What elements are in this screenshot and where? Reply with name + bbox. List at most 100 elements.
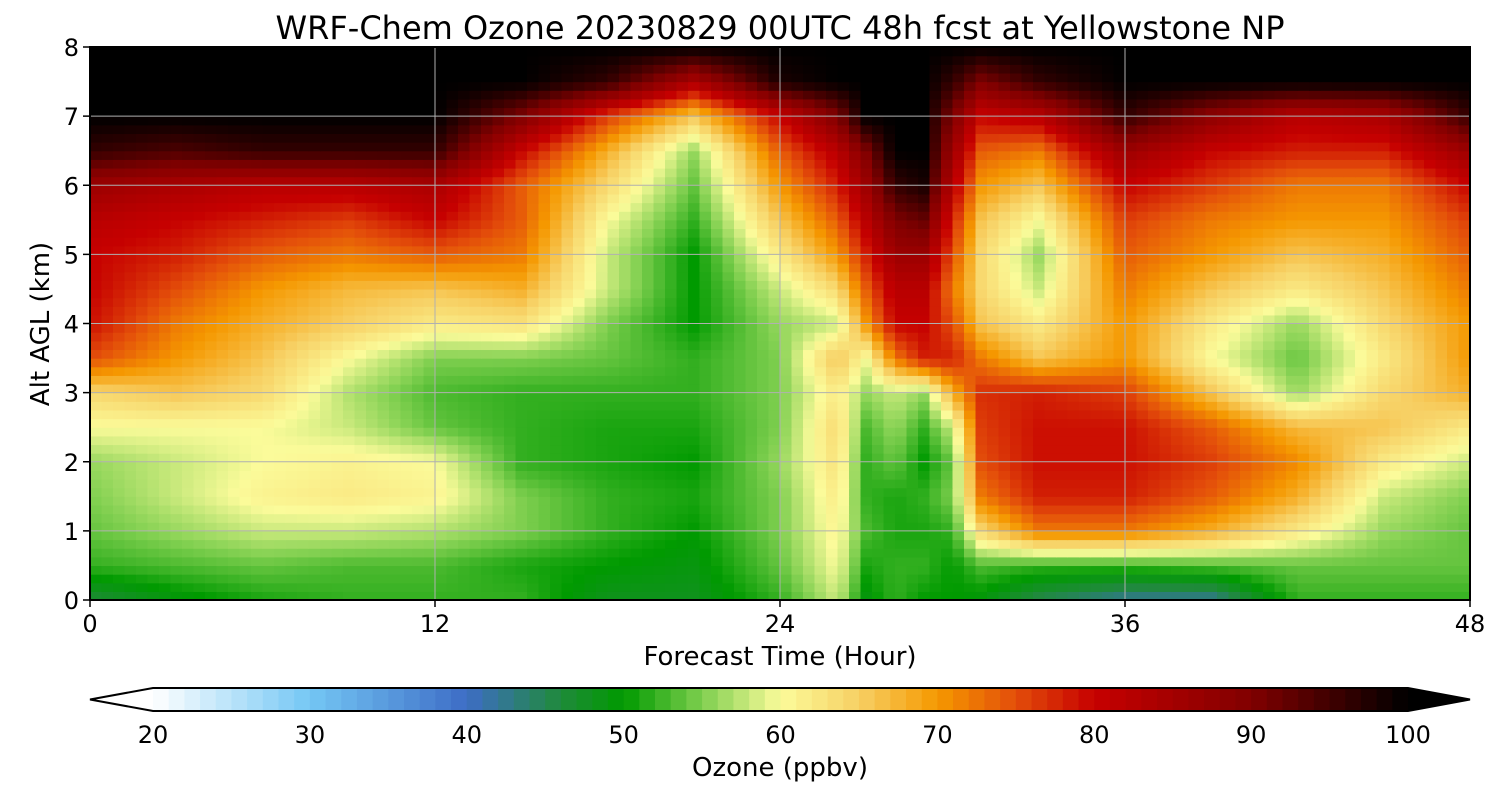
heatmap-cell xyxy=(964,504,977,515)
heatmap-cell xyxy=(1274,418,1287,428)
heatmap-cell xyxy=(929,340,942,351)
heatmap-cell xyxy=(400,271,413,281)
heatmap-cell xyxy=(1389,496,1402,506)
heatmap-cell xyxy=(872,444,885,454)
heatmap-cell xyxy=(216,306,229,316)
heatmap-cell xyxy=(446,444,459,454)
heatmap-cell xyxy=(136,340,149,351)
heatmap-cell xyxy=(1044,522,1057,532)
heatmap-cell xyxy=(435,332,448,342)
heatmap-cell xyxy=(987,375,1000,385)
heatmap-cell xyxy=(642,496,655,506)
heatmap-cell xyxy=(550,461,563,471)
heatmap-cell xyxy=(607,591,620,601)
heatmap-cell xyxy=(676,306,689,316)
heatmap-cell xyxy=(538,271,551,281)
heatmap-cell xyxy=(722,461,735,471)
heatmap-cell xyxy=(90,565,103,575)
heatmap-cell xyxy=(515,237,528,247)
heatmap-cell xyxy=(987,263,1000,273)
heatmap-cell xyxy=(607,530,620,541)
heatmap-cell xyxy=(412,409,425,420)
heatmap-cell xyxy=(1274,297,1287,307)
heatmap-cell xyxy=(308,332,321,342)
heatmap-cell xyxy=(964,444,977,454)
heatmap-cell xyxy=(228,530,241,541)
heatmap-cell xyxy=(1125,375,1138,385)
heatmap-cell xyxy=(1194,349,1207,359)
heatmap-cell xyxy=(504,479,517,489)
heatmap-cell xyxy=(458,392,471,402)
heatmap-cell xyxy=(1102,461,1115,471)
heatmap-cell xyxy=(308,496,321,506)
heatmap-cell xyxy=(1286,453,1299,463)
heatmap-cell xyxy=(849,522,862,532)
heatmap-cell xyxy=(642,487,655,497)
heatmap-cell xyxy=(458,479,471,489)
heatmap-cell xyxy=(1148,297,1161,307)
heatmap-cell xyxy=(895,556,908,567)
heatmap-cell xyxy=(515,548,528,558)
heatmap-cell xyxy=(941,427,954,437)
heatmap-cell xyxy=(113,470,126,480)
heatmap-cell xyxy=(1447,306,1460,316)
heatmap-cell xyxy=(699,548,712,558)
heatmap-cell xyxy=(90,574,103,584)
heatmap-cell xyxy=(1263,349,1276,359)
heatmap-cell xyxy=(182,582,195,592)
heatmap-cell xyxy=(481,427,494,437)
heatmap-cell xyxy=(239,427,252,437)
heatmap-cell xyxy=(929,513,942,523)
heatmap-cell xyxy=(205,591,218,601)
heatmap-cell xyxy=(1320,418,1333,428)
heatmap-cell xyxy=(366,513,379,523)
heatmap-cell xyxy=(619,539,632,549)
heatmap-cell xyxy=(561,323,574,333)
heatmap-cell xyxy=(1090,504,1103,515)
heatmap-cell xyxy=(216,530,229,541)
heatmap-cell xyxy=(1148,444,1161,454)
heatmap-cell xyxy=(1424,271,1437,281)
heatmap-cell xyxy=(159,427,172,437)
heatmap-cell xyxy=(538,487,551,497)
heatmap-cell xyxy=(1401,574,1414,584)
heatmap-cell xyxy=(1171,470,1184,480)
heatmap-cell xyxy=(1125,453,1138,463)
heatmap-cell xyxy=(1251,358,1264,368)
heatmap-cell xyxy=(607,548,620,558)
heatmap-cell xyxy=(1355,496,1368,506)
heatmap-cell xyxy=(803,332,816,342)
heatmap-cell xyxy=(745,565,758,575)
heatmap-cell xyxy=(147,288,160,299)
heatmap-cell xyxy=(515,513,528,523)
heatmap-cell xyxy=(538,401,551,411)
heatmap-cell xyxy=(182,254,195,264)
heatmap-cell xyxy=(159,522,172,532)
heatmap-cell xyxy=(458,237,471,247)
heatmap-cell xyxy=(1033,263,1046,273)
heatmap-cell xyxy=(504,444,517,454)
heatmap-cell xyxy=(918,349,931,359)
heatmap-cell xyxy=(538,530,551,541)
heatmap-cell xyxy=(1389,375,1402,385)
heatmap-cell xyxy=(722,392,735,402)
heatmap-cell xyxy=(1113,358,1126,368)
heatmap-cell xyxy=(814,427,827,437)
heatmap-cell xyxy=(1412,556,1425,567)
heatmap-cell xyxy=(469,271,482,281)
heatmap-cell xyxy=(895,496,908,506)
heatmap-cell xyxy=(734,530,747,541)
heatmap-cell xyxy=(446,574,459,584)
heatmap-cell xyxy=(699,297,712,307)
heatmap-cell xyxy=(354,358,367,368)
heatmap-cell xyxy=(837,574,850,584)
heatmap-cell xyxy=(780,487,793,497)
heatmap-cell xyxy=(400,479,413,489)
heatmap-cell xyxy=(1320,504,1333,515)
heatmap-cell xyxy=(527,504,540,515)
heatmap-cell xyxy=(653,297,666,307)
heatmap-cell xyxy=(1182,409,1195,420)
heatmap-cell xyxy=(642,539,655,549)
heatmap-cell xyxy=(251,375,264,385)
heatmap-cell xyxy=(1355,513,1368,523)
